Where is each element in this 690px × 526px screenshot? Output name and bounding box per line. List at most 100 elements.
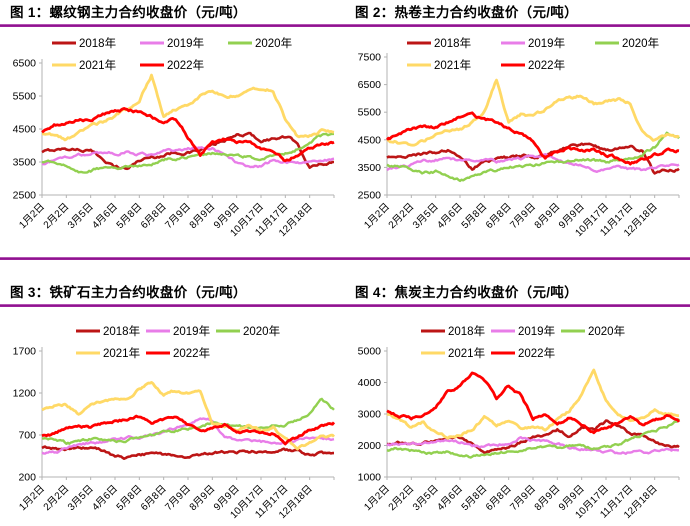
- series-line-2021年: [386, 368, 680, 440]
- legend-label: 2019年: [528, 36, 565, 50]
- legend-label: 2021年: [434, 58, 471, 72]
- legend-item-2020年: 2020年: [561, 324, 625, 338]
- legend-label: 2018年: [103, 324, 140, 338]
- legend-label: 2020年: [243, 324, 280, 338]
- x-tick-label: 6月8日: [483, 483, 513, 513]
- y-tick-label: 200: [18, 472, 36, 484]
- legend-item-2022年: 2022年: [491, 346, 555, 360]
- legend-item-2019年: 2019年: [491, 324, 555, 338]
- legend-item-2021年: 2021年: [76, 346, 140, 360]
- x-tick-label: 5月8日: [114, 483, 144, 513]
- x-tick-label: 3月5日: [65, 483, 95, 513]
- legend-label: 2022年: [518, 346, 555, 360]
- legend-label: 2020年: [588, 324, 625, 338]
- x-tick-label: 6月8日: [483, 201, 513, 231]
- x-tick-label: 4月6日: [90, 483, 120, 513]
- y-tick-label: 700: [18, 430, 36, 442]
- series-line-2018年: [386, 419, 680, 454]
- x-tick-label: 8月9日: [532, 483, 562, 513]
- series-line-2019年: [386, 153, 680, 173]
- y-tick-label: 4000: [358, 377, 382, 389]
- x-tick-label: 7月9日: [163, 483, 193, 513]
- legend-label: 2022年: [528, 58, 565, 72]
- legend-item-2020年: 2020年: [228, 36, 292, 50]
- legend-item-2019年: 2019年: [501, 36, 565, 50]
- x-tick-label: 4月6日: [90, 201, 120, 231]
- legend-item-2022年: 2022年: [501, 58, 565, 72]
- x-tick-label: 8月9日: [532, 201, 562, 231]
- x-tick-label: 3月5日: [410, 483, 440, 513]
- x-tick-label: 4月6日: [435, 201, 465, 231]
- series-line-2022年: [386, 371, 681, 435]
- legend-label: 2020年: [622, 36, 659, 50]
- y-tick-label: 2500: [358, 190, 382, 202]
- legend-label: 2021年: [79, 58, 116, 72]
- x-tick-label: 8月9日: [187, 201, 217, 231]
- series-line-2020年: [41, 397, 335, 445]
- purple-rule-divider: [0, 257, 690, 260]
- legend-item-2020年: 2020年: [595, 36, 659, 50]
- y-tick-label: 2500: [13, 190, 37, 202]
- figure-4-title: 图 4：焦炭主力合约收盘价（元/吨）: [355, 285, 578, 300]
- titles-row-2: 图 3：铁矿石主力合约收盘价（元/吨） 图 4：焦炭主力合约收盘价（元/吨）: [0, 260, 690, 304]
- legend-item-2021年: 2021年: [407, 58, 471, 72]
- x-tick-label: 5月8日: [459, 201, 489, 231]
- legend-label: 2019年: [518, 324, 555, 338]
- legend-label: 2019年: [167, 36, 204, 50]
- x-tick-label: 3月5日: [65, 201, 95, 231]
- legend-label: 2018年: [434, 36, 471, 50]
- figure-3-title: 图 3：铁矿石主力合约收盘价（元/吨）: [10, 285, 247, 300]
- x-tick-label: 8月9日: [187, 483, 217, 513]
- legend-item-2022年: 2022年: [146, 346, 210, 360]
- x-tick-label: 2月2日: [41, 483, 71, 513]
- purple-rule-bottom: [0, 304, 690, 307]
- legend-item-2020年: 2020年: [216, 324, 280, 338]
- x-tick-label: 7月9日: [508, 201, 538, 231]
- y-tick-label: 4500: [358, 134, 382, 146]
- legend-item-2021年: 2021年: [52, 58, 116, 72]
- y-tick-label: 5500: [358, 107, 382, 119]
- x-tick-label: 1月2日: [17, 201, 47, 231]
- x-tick-label: 7月9日: [163, 201, 193, 231]
- titles-row-1: 图 1：螺纹钢主力合约收盘价（元/吨） 图 2：热卷主力合约收盘价（元/吨）: [0, 0, 690, 24]
- legend-item-2019年: 2019年: [146, 324, 210, 338]
- legend-label: 2022年: [173, 346, 210, 360]
- y-tick-label: 5000: [358, 346, 382, 358]
- legend-item-2018年: 2018年: [407, 36, 471, 50]
- x-tick-label: 4月6日: [435, 483, 465, 513]
- purple-rule-top: [0, 24, 690, 27]
- series-line-2020年: [41, 132, 334, 174]
- y-tick-label: 3000: [358, 409, 382, 421]
- y-tick-label: 6500: [358, 79, 382, 91]
- x-tick-label: 2月2日: [41, 201, 71, 231]
- legend-label: 2018年: [448, 324, 485, 338]
- legend-item-2018年: 2018年: [76, 324, 140, 338]
- legend-label: 2021年: [448, 346, 485, 360]
- series-line-2022年: [385, 111, 680, 166]
- series-line-2022年: [41, 414, 336, 446]
- x-tick-label: 5月8日: [459, 483, 489, 513]
- series-line-2018年: [41, 445, 334, 460]
- y-tick-label: 4500: [13, 124, 37, 136]
- figure-2-title: 图 2：热卷主力合约收盘价（元/吨）: [355, 5, 578, 20]
- legend-item-2021年: 2021年: [421, 346, 485, 360]
- series-line-2021年: [41, 381, 336, 451]
- x-tick-label: 5月8日: [114, 201, 144, 231]
- legend-item-2022年: 2022年: [140, 58, 204, 72]
- y-tick-label: 2000: [358, 440, 382, 452]
- legend-label: 2021年: [103, 346, 140, 360]
- legend-item-2019年: 2019年: [140, 36, 204, 50]
- charts-row-2: 200 700 1200 1700 1月2日 2月2日 3月5日 4月6日 5月8日 6月8日 7月…: [0, 307, 690, 526]
- figure-3-chart: 200 700 1200 1700 1月2日2月2日3月5日4月6日5月8日6月8日7月…: [0, 307, 345, 526]
- charts-row-1: 2500 3500 4500 5500 6500 1月2日 2月2日 3月5日 4月6日 5月8日…: [0, 27, 690, 257]
- x-tick-label: 3月5日: [410, 201, 440, 231]
- figure-2-chart: 2500 3500 4500 5500 6500 7500 1月2日2月2日3月5日4月6日…: [345, 27, 690, 257]
- series-line-2021年: [386, 78, 680, 147]
- x-tick-label: 1月2日: [362, 483, 392, 513]
- y-tick-label: 5500: [13, 91, 37, 103]
- series-line-2019年: [386, 436, 680, 455]
- legend-label: 2018年: [79, 36, 116, 50]
- legend-item-2018年: 2018年: [421, 324, 485, 338]
- series-line-2021年: [41, 73, 335, 142]
